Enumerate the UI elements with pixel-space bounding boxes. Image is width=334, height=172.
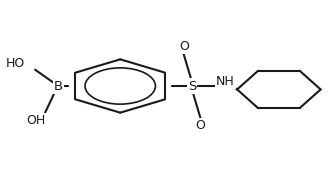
Text: O: O <box>179 40 189 53</box>
Text: O: O <box>195 119 205 132</box>
Text: HO: HO <box>6 57 25 70</box>
Text: OH: OH <box>26 114 45 127</box>
Text: NH: NH <box>216 75 235 88</box>
Text: S: S <box>188 79 196 93</box>
Text: B: B <box>54 79 63 93</box>
